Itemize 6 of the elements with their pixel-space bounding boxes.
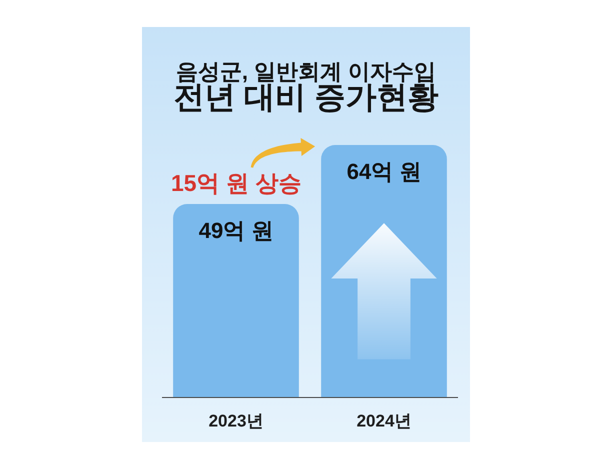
annotation: 15억 원 상승 bbox=[171, 170, 302, 196]
x-tick-label: 2023년 bbox=[208, 411, 264, 430]
chart-title: 음성군, 일반회계 이자수입 전년 대비 증가현황 bbox=[173, 58, 439, 114]
x-tick-label: 2024년 bbox=[356, 411, 412, 430]
data-label: 64억 원 bbox=[346, 159, 422, 184]
data-label: 49억 원 bbox=[198, 218, 274, 244]
